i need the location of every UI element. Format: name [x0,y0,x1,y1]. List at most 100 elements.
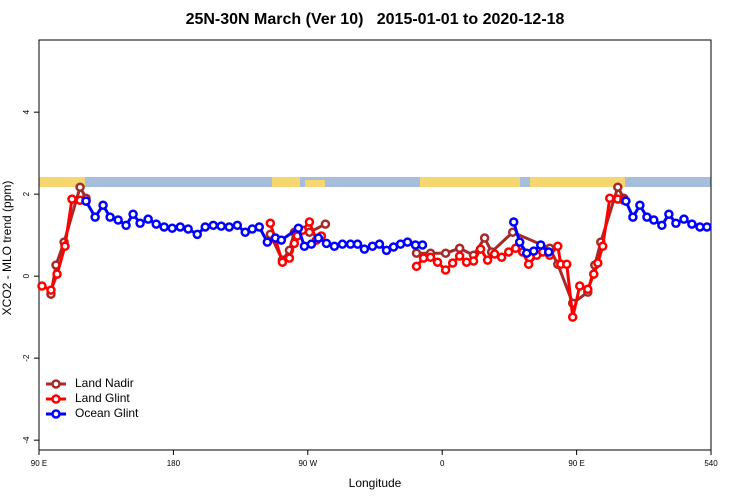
y-tick-label: -2 [22,354,31,362]
data-point [536,240,546,250]
data-point [621,196,631,206]
data-point [192,229,203,240]
data-point [425,252,436,263]
x-tick-label: 180 [167,459,181,468]
data-point [113,215,123,225]
data-point [321,238,332,249]
data-point [583,284,593,295]
data-point [90,212,100,222]
data-point [635,200,645,210]
land-ocean-strip [39,177,711,187]
data-point [276,235,287,245]
data-point [200,222,210,232]
land-band [272,177,300,187]
data-point [224,222,235,232]
data-point [489,249,500,259]
data-point [514,237,525,247]
data-point [432,257,443,267]
data-point [105,212,115,222]
data-point [411,248,422,258]
land-band [420,177,520,187]
data-point [232,220,243,231]
data-point [567,312,578,322]
x-tick-label: 90 E [568,459,584,468]
land-band [305,180,325,187]
data-point [121,220,131,231]
chart-title: 25N-30N March (Ver 10) 2015-01-01 to 202… [186,11,565,28]
data-point [503,247,514,257]
data-point [359,244,370,254]
data-point [143,214,153,224]
data-point [293,223,304,233]
ocean-band [39,177,711,187]
data-point [208,220,219,231]
data-point [60,241,70,251]
data-point [628,212,638,222]
legend-label: Land Glint [75,391,130,405]
data-point [475,244,486,254]
data-point [81,196,91,206]
data-point [479,233,490,243]
data-point [605,193,615,204]
data-point [597,241,608,251]
data-point [313,233,324,243]
y-tick-label: 4 [22,109,31,114]
data-point [482,255,493,265]
data-point [402,237,413,247]
data-point [306,239,317,249]
data-point [265,218,276,229]
data-point [167,223,177,233]
data-point [175,222,186,232]
data-point [128,209,138,219]
data-point [304,217,315,227]
data-point [159,222,169,232]
data-point [510,243,521,254]
data-point [381,245,392,256]
data-point [440,265,451,275]
data-point [284,253,295,263]
data-point [561,259,572,270]
data-point [589,269,599,279]
data-point [687,219,697,229]
land-band [530,177,625,187]
data-point [543,247,554,257]
legend-marker [51,379,61,389]
data-point [374,239,385,249]
data-point [496,252,507,263]
legend-label: Land Nadir [75,376,134,390]
data-point [649,215,659,225]
data-point [262,237,273,247]
data-point [98,200,108,210]
data-point [46,285,56,295]
data-point [664,209,674,219]
land-band [39,177,85,187]
x-axis-label: Longitude [349,476,402,490]
data-point [553,241,563,251]
data-point [508,217,519,227]
data-point [454,251,465,261]
y-tick-label: 2 [22,191,31,196]
data-point [440,248,451,258]
data-point [183,224,193,234]
data-point [289,238,300,249]
data-point [679,214,689,224]
x-tick-label: 90 W [298,459,317,468]
data-point [613,182,623,192]
y-tick-label: -4 [22,436,31,444]
data-point [447,258,458,268]
legend-marker [51,409,61,419]
data-point [254,222,265,232]
legend-marker [51,394,61,404]
data-point [216,221,226,231]
y-axis-label: XCO2 - MLO trend (ppm) [0,181,14,316]
data-point [702,222,712,232]
data-point [411,261,422,272]
legend-label: Ocean Glint [75,406,139,420]
data-point [52,269,62,279]
data-point [352,239,363,249]
data-point [454,243,465,254]
data-point [528,246,539,256]
data-point [240,227,250,238]
